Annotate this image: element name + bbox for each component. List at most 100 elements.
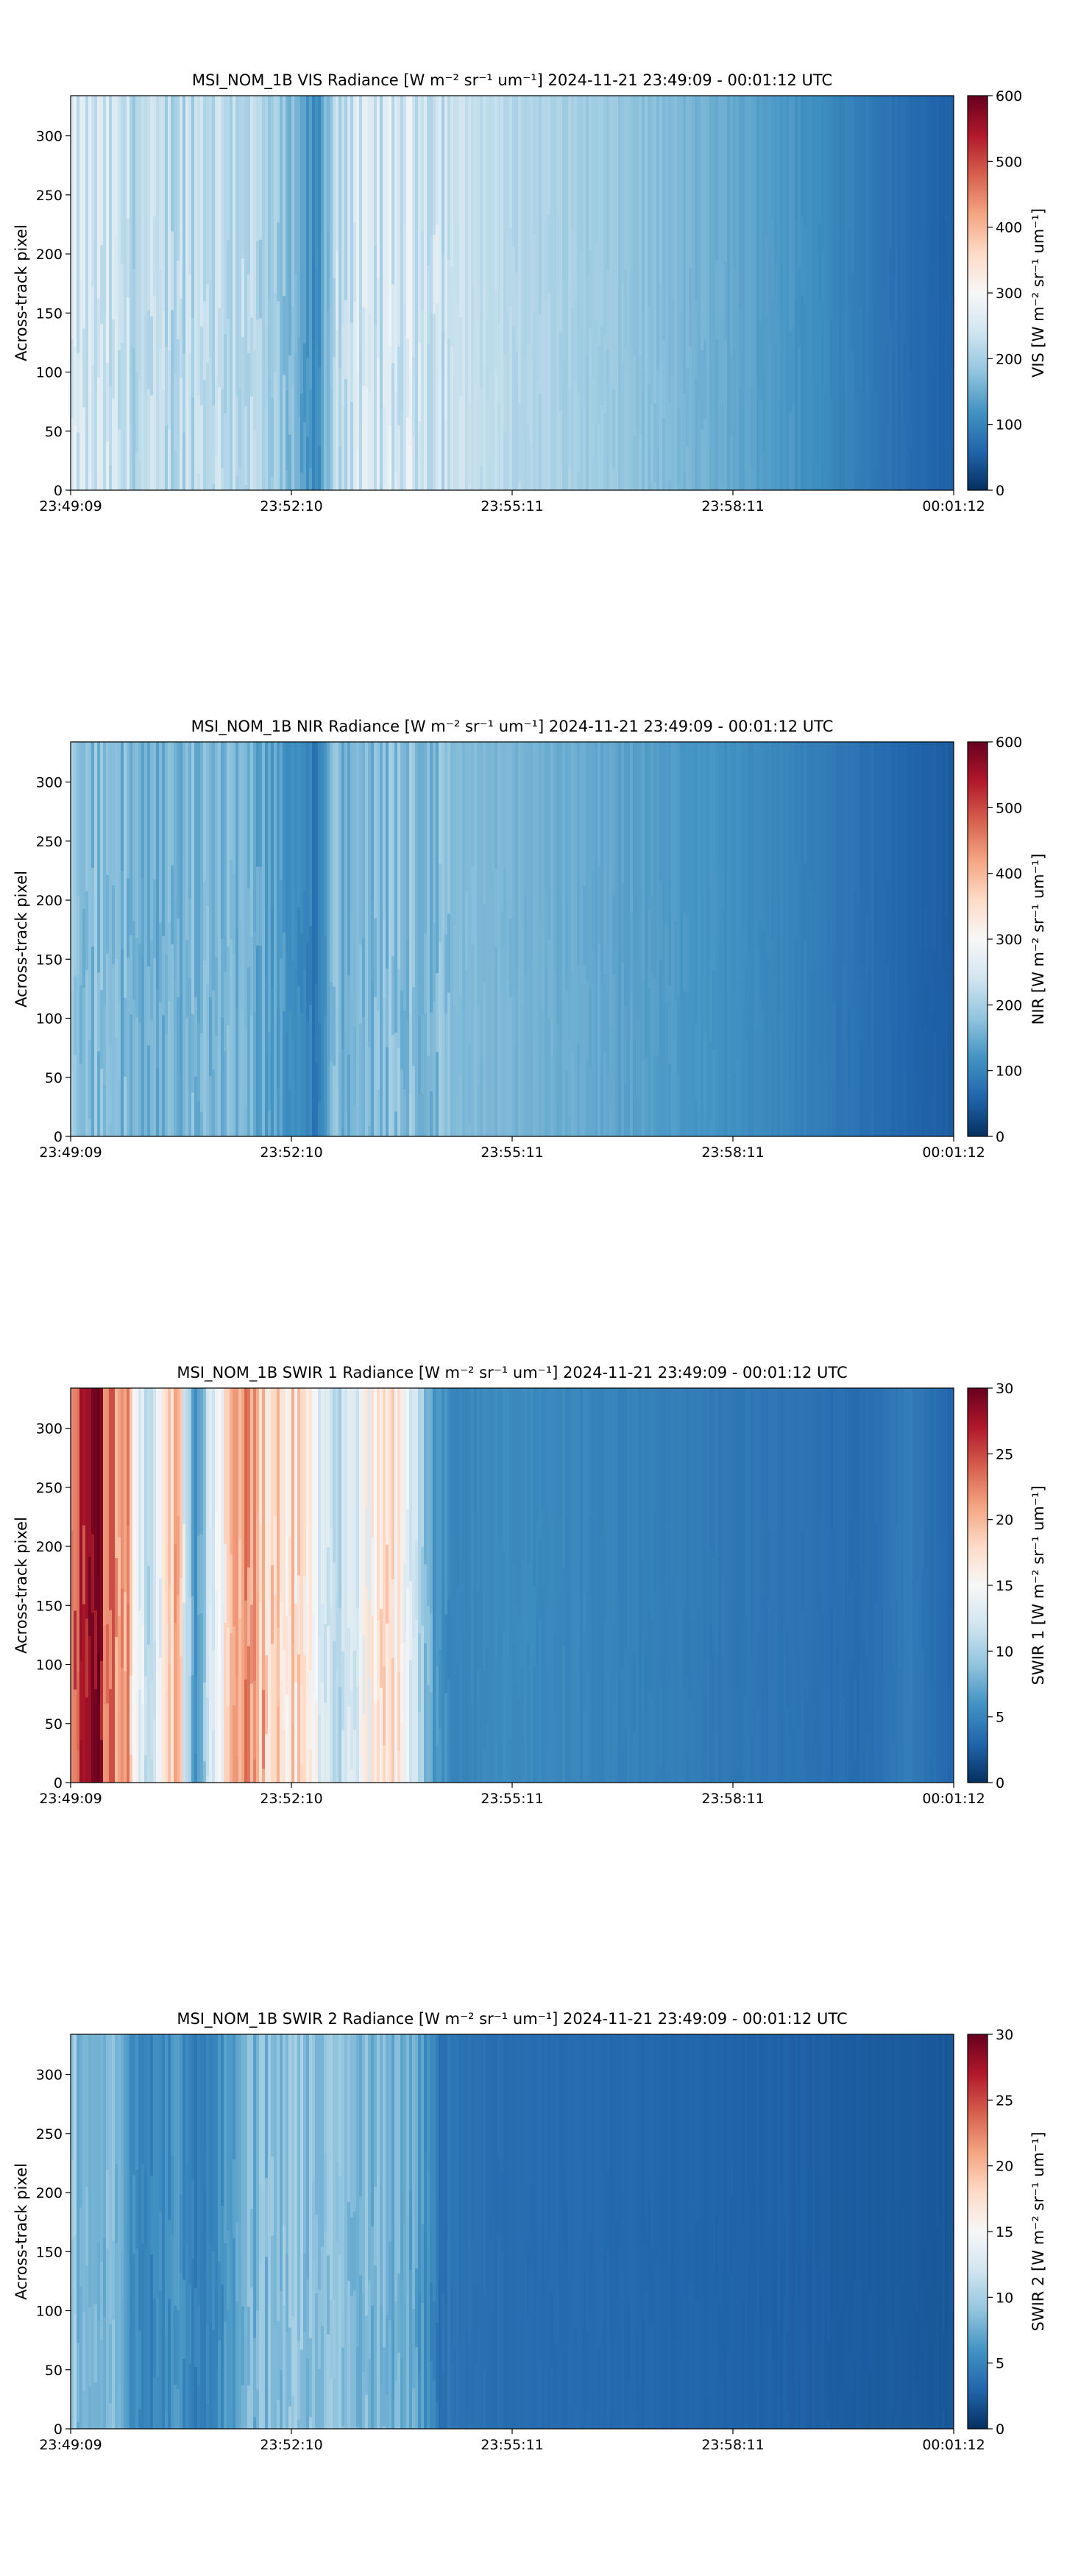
swir1-radiance-chart: MSI_NOM_1B SWIR 1 Radiance [W m⁻² sr⁻¹ u… — [13, 1364, 1047, 1807]
swir1-heatmap-streak — [215, 1510, 219, 1590]
nir-heatmap-streak — [85, 891, 89, 971]
nir-heatmap-streak — [241, 1010, 245, 1090]
vis-heatmap-streak — [112, 319, 116, 399]
swir2-heatmap-streak — [939, 2210, 943, 2290]
nir-heatmap-streak — [648, 909, 651, 988]
swir1-heatmap-column — [439, 1388, 442, 1783]
swir2-heatmap-streak — [338, 2176, 342, 2255]
swir2-heatmap-streak — [71, 2160, 74, 2240]
nir-colorbar-tick-label: 600 — [996, 735, 1022, 751]
swir2-y-tick-label: 150 — [36, 2244, 63, 2260]
nir-heatmap-streak — [442, 928, 445, 1008]
swir2-heatmap-streak — [918, 2281, 922, 2360]
swir1-heatmap-column — [368, 1388, 372, 1783]
swir1-heatmap-column — [212, 1388, 216, 1783]
vis-heatmap-streak — [194, 346, 198, 426]
swir1-heatmap-column — [106, 1388, 110, 1783]
swir2-heatmap-streak — [138, 2330, 142, 2410]
swir1-heatmap-column — [338, 1388, 342, 1783]
vis-heatmap-streak — [206, 284, 210, 364]
swir1-radiance-panel: MSI_NOM_1B SWIR 1 Radiance [W m⁻² sr⁻¹ u… — [0, 1344, 1067, 1815]
nir-heatmap-streak — [206, 905, 210, 985]
swir1-heatmap-column — [162, 1388, 166, 1783]
swir1-heatmap-column — [324, 1388, 327, 1783]
swir2-heatmap-streak — [324, 2153, 327, 2232]
vis-heatmap-streak — [197, 394, 201, 475]
swir2-heatmap-column — [330, 2034, 333, 2429]
swir2-heatmap-column — [804, 2034, 807, 2429]
swir2-heatmap-column — [380, 2034, 383, 2429]
swir1-heatmap-streak — [359, 1676, 363, 1756]
swir1-heatmap-streak — [547, 1669, 551, 1748]
vis-heatmap-column — [603, 96, 607, 490]
swir2-heatmap-streak — [380, 2304, 383, 2385]
swir1-heatmap-streak — [88, 1557, 92, 1636]
vis-heatmap-streak — [330, 308, 333, 388]
swir2-heatmap-column — [703, 2034, 707, 2429]
nir-heatmap-streak — [227, 946, 230, 1025]
swir2-heatmap-streak — [265, 2178, 269, 2257]
swir1-heatmap-streak — [253, 1680, 257, 1760]
nir-heatmap-streak — [218, 969, 221, 1049]
swir1-heatmap-streak — [130, 1675, 133, 1755]
swir2-heatmap-column — [627, 2034, 631, 2429]
nir-y-axis-label: Across-track pixel — [13, 871, 30, 1008]
swir2-heatmap-streak — [683, 2215, 687, 2294]
nir-heatmap-streak — [165, 955, 169, 1034]
nir-heatmap-column — [559, 742, 563, 1136]
swir2-radiance-panel: MSI_NOM_1B SWIR 2 Radiance [W m⁻² sr⁻¹ u… — [0, 1990, 1067, 2461]
vis-heatmap-column — [165, 96, 169, 490]
nir-heatmap-column — [409, 742, 413, 1136]
vis-heatmap-streak — [598, 344, 601, 425]
swir1-heatmap-streak — [701, 1694, 704, 1773]
swir1-heatmap-streak — [574, 1594, 578, 1674]
swir2-heatmap-column — [391, 2034, 395, 2429]
swir2-heatmap-streak — [347, 2201, 351, 2281]
swir2-heatmap-streak — [730, 2195, 734, 2275]
nir-heatmap-streak — [118, 1002, 121, 1081]
vis-heatmap-streak — [759, 322, 763, 401]
vis-heatmap-streak — [698, 318, 701, 398]
swir1-heatmap-streak — [368, 1599, 372, 1679]
nir-heatmap-streak — [568, 1038, 572, 1118]
swir1-heatmap-streak — [91, 1534, 95, 1613]
vis-heatmap-column — [830, 96, 834, 490]
swir1-heatmap-streak — [721, 1577, 725, 1657]
swir2-heatmap-column — [262, 2034, 266, 2429]
swir1-heatmap-streak — [159, 1578, 163, 1658]
nir-heatmap-streak — [312, 1037, 316, 1117]
nir-heatmap-streak — [444, 934, 448, 1014]
swir1-heatmap-streak — [515, 1605, 519, 1685]
swir1-heatmap-streak — [951, 1532, 954, 1612]
swir1-heatmap-streak — [71, 1531, 74, 1610]
swir1-heatmap-streak — [771, 1601, 775, 1680]
swir1-heatmap-column — [400, 1388, 404, 1783]
nir-heatmap-streak — [748, 951, 751, 1030]
swir1-heatmap-streak — [330, 1528, 333, 1607]
swir1-heatmap-streak — [680, 1546, 684, 1625]
swir1-heatmap-streak — [871, 1673, 875, 1752]
swir2-heatmap-streak — [115, 2164, 118, 2243]
vis-heatmap-column — [780, 96, 784, 490]
swir2-heatmap-streak — [127, 2301, 130, 2381]
swir2-heatmap-streak — [462, 2346, 466, 2427]
swir1-heatmap-streak — [365, 1507, 369, 1587]
swir2-heatmap-column — [662, 2034, 666, 2429]
swir2-heatmap-streak — [804, 2276, 807, 2357]
nir-heatmap-column — [518, 742, 522, 1136]
swir2-heatmap-column — [798, 2034, 801, 2429]
swir1-heatmap-streak — [165, 1613, 169, 1692]
swir1-heatmap-streak — [639, 1577, 642, 1657]
vis-heatmap-streak — [130, 345, 133, 425]
swir2-heatmap-column — [842, 2034, 846, 2429]
swir2-heatmap-streak — [880, 2237, 884, 2317]
nir-heatmap-column — [859, 742, 863, 1136]
nir-heatmap-column — [836, 742, 840, 1136]
nir-heatmap-column — [677, 742, 681, 1136]
swir2-heatmap-streak — [907, 2179, 910, 2258]
vis-heatmap-column — [836, 96, 840, 490]
swir2-heatmap-streak — [533, 2187, 536, 2267]
vis-x-tick-label: 23:55:11 — [481, 498, 543, 514]
nir-heatmap-streak — [112, 885, 116, 965]
nir-heatmap-column — [306, 742, 310, 1136]
